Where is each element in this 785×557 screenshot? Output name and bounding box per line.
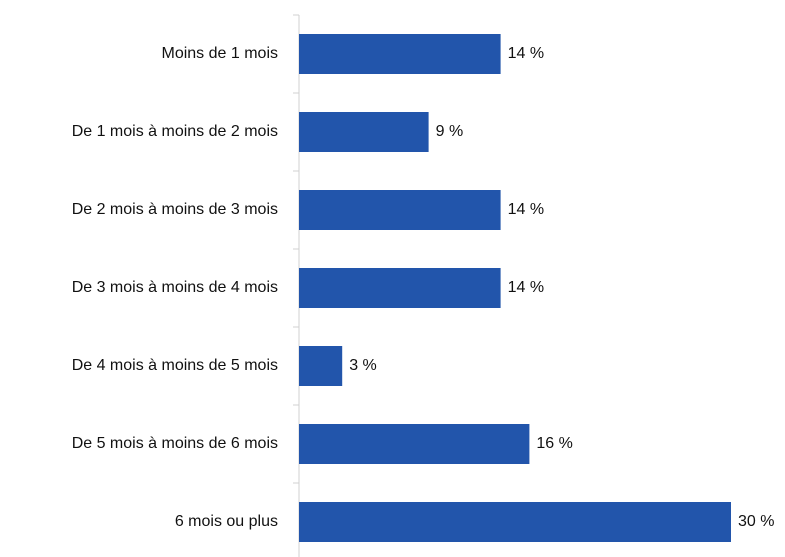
category-label: De 5 mois à moins de 6 mois <box>72 435 278 452</box>
category-label: De 3 mois à moins de 4 mois <box>72 279 278 296</box>
bar <box>299 112 429 152</box>
category-label: De 1 mois à moins de 2 mois <box>72 123 278 140</box>
data-label: 9 % <box>436 123 464 140</box>
data-label: 16 % <box>536 435 572 452</box>
category-label: 6 mois ou plus <box>175 513 278 530</box>
category-label: De 4 mois à moins de 5 mois <box>72 357 278 374</box>
bar <box>299 190 501 230</box>
bar <box>299 502 731 542</box>
category-label: Moins de 1 mois <box>162 45 279 62</box>
data-label: 14 % <box>508 201 544 218</box>
data-label: 14 % <box>508 45 544 62</box>
category-label: De 2 mois à moins de 3 mois <box>72 201 278 218</box>
data-label: 14 % <box>508 279 544 296</box>
bar <box>299 346 343 386</box>
data-label: 30 % <box>738 513 774 530</box>
bar <box>299 424 530 464</box>
bar <box>299 34 501 74</box>
data-label: 3 % <box>349 357 377 374</box>
bar <box>299 268 501 308</box>
